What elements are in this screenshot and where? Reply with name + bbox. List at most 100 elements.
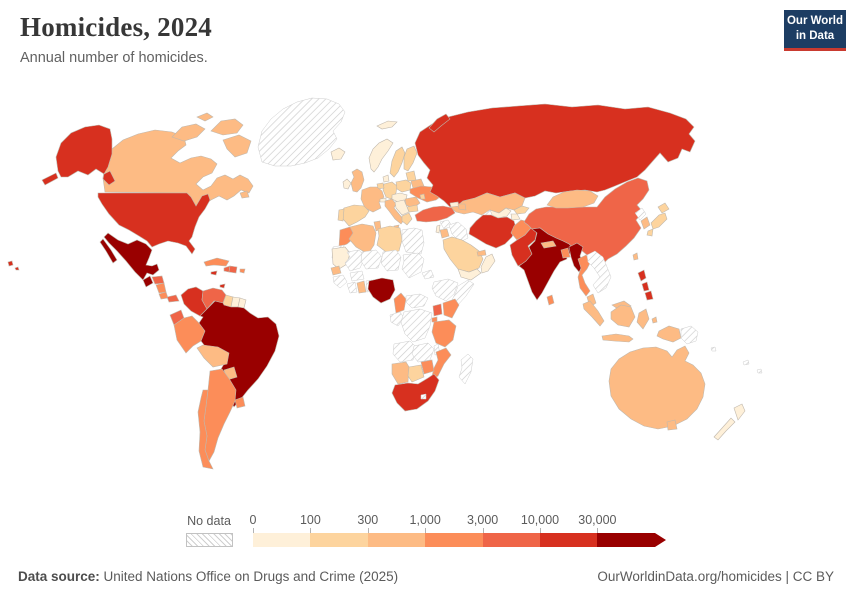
country-zambia[interactable] — [411, 342, 435, 363]
country-philippines-mindanao[interactable] — [644, 290, 654, 301]
country-zimbabwe[interactable] — [420, 359, 435, 375]
country-indonesia-sulawesi[interactable] — [636, 308, 650, 330]
country-australia-tasmania[interactable] — [666, 419, 678, 431]
country-bangladesh[interactable] — [560, 247, 571, 259]
country-papua-new-guinea[interactable] — [680, 325, 699, 345]
country-honduras[interactable] — [151, 275, 165, 285]
legend-bin-300-1,000[interactable] — [367, 533, 426, 547]
country-yemen[interactable] — [457, 268, 482, 281]
country-central-african-republic[interactable] — [405, 293, 429, 309]
country-uganda[interactable] — [432, 303, 443, 317]
country-iceland[interactable] — [330, 147, 346, 161]
country-iraq[interactable] — [448, 221, 469, 243]
country-usa[interactable] — [97, 192, 211, 255]
country-turkey[interactable] — [414, 205, 456, 223]
owid-logo[interactable]: Our World in Data — [784, 10, 846, 51]
country-cameroon[interactable] — [393, 292, 407, 314]
country-moldova[interactable] — [419, 193, 426, 200]
country-ghana[interactable] — [356, 280, 367, 294]
country-sweden[interactable] — [389, 146, 406, 178]
country-russia[interactable] — [414, 103, 696, 208]
country-portugal[interactable] — [337, 208, 345, 222]
country-bolivia[interactable] — [196, 344, 230, 368]
country-united-kingdom[interactable] — [350, 168, 365, 193]
country-lesotho[interactable] — [420, 393, 427, 400]
country-argentina[interactable] — [203, 368, 237, 462]
country-trinidad-tobago[interactable] — [219, 283, 226, 289]
country-angola[interactable] — [392, 340, 417, 363]
country-kyrgyzstan[interactable] — [513, 205, 530, 215]
country-spain[interactable] — [341, 204, 370, 227]
country-indochina[interactable] — [586, 250, 612, 294]
legend-bin-1,000-3,000[interactable] — [425, 533, 483, 547]
legend-bin-100-300[interactable] — [310, 533, 368, 547]
country-mongolia[interactable] — [546, 189, 599, 209]
country-nicaragua[interactable] — [155, 282, 167, 294]
country-drc[interactable] — [400, 308, 433, 343]
country-japan-hokkaido[interactable] — [657, 202, 670, 214]
country-fiji[interactable] — [756, 368, 763, 374]
country-somalia[interactable] — [451, 279, 475, 307]
country-lebanon-israel[interactable] — [435, 224, 441, 234]
legend-color-bar[interactable] — [253, 533, 666, 547]
country-central-europe[interactable] — [391, 192, 408, 203]
country-tajikistan[interactable] — [510, 213, 521, 221]
country-south-africa[interactable] — [391, 373, 440, 412]
legend-bin-0-100[interactable] — [253, 533, 311, 547]
country-egypt[interactable] — [401, 227, 425, 255]
country-panama[interactable] — [166, 294, 180, 303]
country-guinea-region[interactable] — [332, 274, 348, 289]
country-usa-panhandle[interactable] — [102, 170, 116, 186]
country-jordan[interactable] — [439, 228, 450, 239]
country-canada-island[interactable] — [196, 112, 214, 122]
country-nigeria[interactable] — [367, 277, 396, 304]
attribution-link[interactable]: OurWorldinData.org/homicides | CC BY — [597, 569, 834, 584]
country-greenland[interactable] — [257, 97, 346, 167]
country-nepal[interactable] — [540, 240, 557, 249]
country-cuba[interactable] — [203, 257, 230, 267]
country-madagascar[interactable] — [458, 353, 474, 385]
country-balkans[interactable] — [394, 199, 410, 216]
country-north-korea[interactable] — [634, 207, 647, 221]
country-usa-hawaii[interactable] — [14, 266, 20, 271]
country-mexico[interactable] — [103, 232, 160, 281]
country-greece[interactable] — [401, 212, 413, 226]
country-uae[interactable] — [476, 249, 487, 257]
country-rwanda-burundi[interactable] — [431, 316, 438, 323]
country-australia[interactable] — [608, 345, 706, 430]
country-south-korea[interactable] — [640, 216, 651, 230]
country-france[interactable] — [360, 186, 385, 213]
country-mali[interactable] — [344, 249, 366, 272]
country-algeria[interactable] — [348, 223, 377, 255]
country-jamaica[interactable] — [210, 270, 218, 276]
country-senegal[interactable] — [330, 265, 342, 276]
country-kenya[interactable] — [442, 298, 460, 319]
country-philippines-visayas[interactable] — [641, 281, 650, 292]
country-poland[interactable] — [395, 179, 412, 193]
legend-bin-3,000-10,000[interactable] — [482, 533, 540, 547]
country-solomon-islands[interactable] — [710, 346, 717, 352]
country-west-papua[interactable] — [656, 325, 682, 343]
country-dominican-republic[interactable] — [228, 265, 238, 274]
country-libya[interactable] — [376, 225, 403, 253]
country-indonesia-borneo[interactable] — [610, 304, 636, 328]
country-russia-novaya-zemlya[interactable] — [428, 113, 451, 133]
country-chile[interactable] — [197, 389, 214, 470]
country-namibia[interactable] — [391, 361, 410, 385]
country-tanzania[interactable] — [431, 319, 457, 348]
country-sudan[interactable] — [401, 252, 425, 279]
country-new-caledonia[interactable] — [742, 359, 750, 366]
country-saudi-arabia[interactable] — [442, 236, 484, 273]
country-india[interactable] — [518, 227, 574, 301]
country-philippines-luzon[interactable] — [637, 269, 647, 282]
country-canada-island[interactable] — [171, 123, 206, 142]
country-ethiopia[interactable] — [431, 278, 459, 302]
no-data-swatch[interactable] — [186, 533, 233, 547]
country-usa-aleutians[interactable] — [41, 172, 59, 186]
country-iran[interactable] — [468, 214, 517, 249]
country-japan-kyushu[interactable] — [646, 228, 654, 237]
country-guatemala[interactable] — [142, 275, 154, 288]
country-mexico-baja[interactable] — [99, 238, 118, 264]
country-indonesia-sumatra[interactable] — [582, 300, 605, 327]
country-georgia[interactable] — [449, 201, 460, 208]
